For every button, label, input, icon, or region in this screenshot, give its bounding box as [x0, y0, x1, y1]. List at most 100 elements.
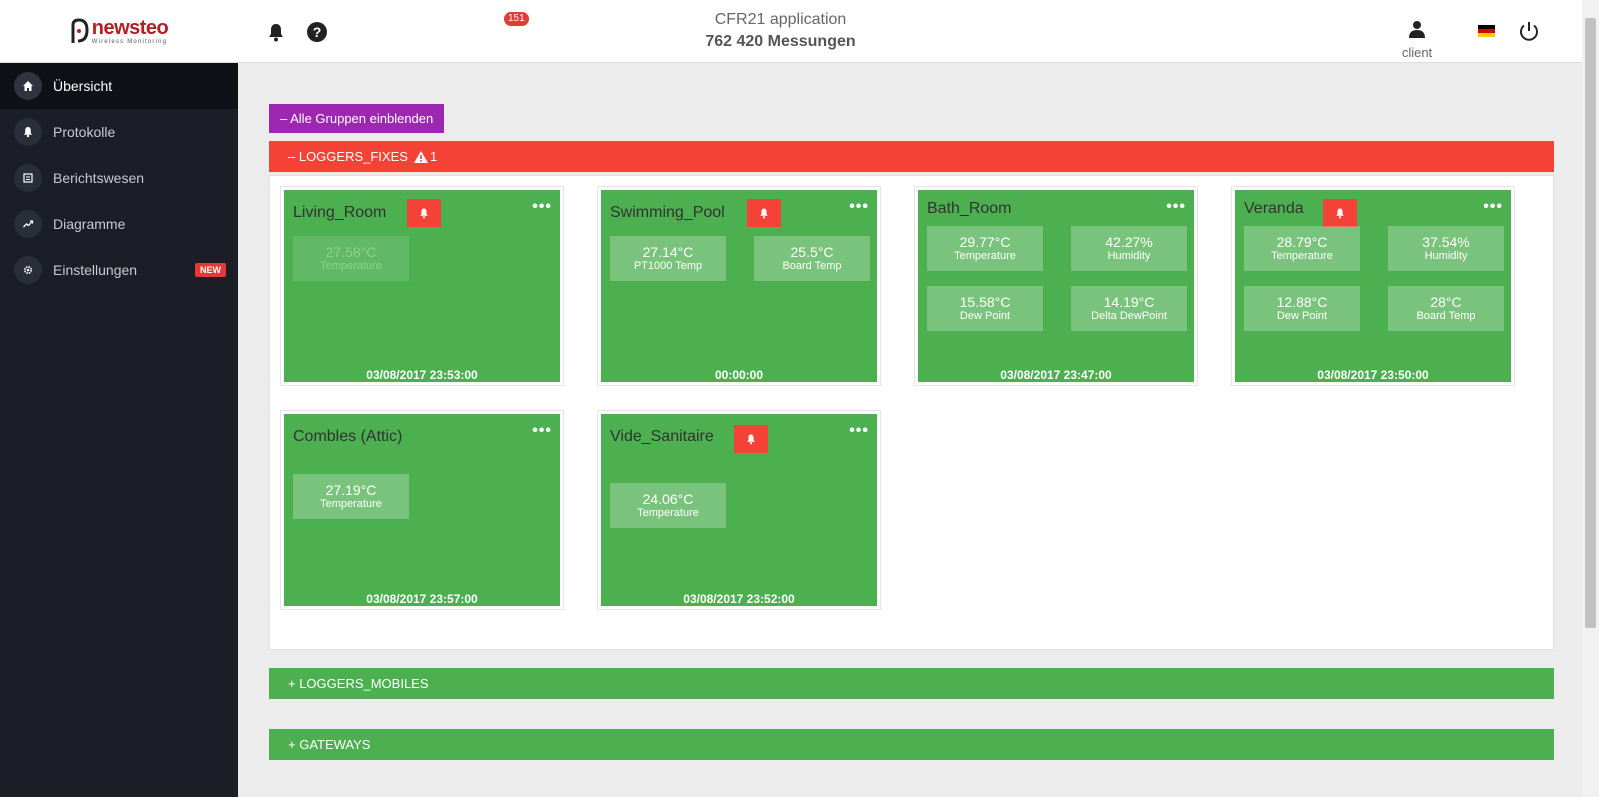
gear-icon	[14, 256, 42, 284]
notifications-bell-icon[interactable]	[266, 22, 286, 42]
logger-card[interactable]: Combles (Attic) ••• 27.19°C Temperature 03/0…	[280, 410, 564, 610]
language-flag-icon[interactable]	[1478, 25, 1495, 37]
sensor-value: 25.5°C	[790, 244, 834, 260]
sidebar-item-diagramme[interactable]: Diagramme	[0, 201, 238, 247]
card-menu-button[interactable]: •••	[1483, 198, 1503, 215]
logger-card-body: Combles (Attic) ••• 27.19°C Temperature 03/0…	[284, 414, 560, 606]
logo-name: newsteo	[91, 17, 169, 39]
logo-area: newsteo Wireless Monitoring	[0, 0, 238, 63]
logger-card-body: Living_Room ••• 27.58°C Temperature 03/08/20…	[284, 190, 560, 382]
sensor-value: 12.88°C	[1276, 294, 1328, 310]
sidebar-item-protokolle[interactable]: Protokolle	[0, 109, 238, 155]
sensor-value: 29.77°C	[959, 234, 1011, 250]
sidebar-item-label: Diagramme	[53, 216, 126, 232]
card-menu-button[interactable]: •••	[849, 422, 869, 439]
logger-card[interactable]: Swimming_Pool ••• 27.14°C PT1000 Temp 25.5°C…	[597, 186, 881, 386]
sensor-value: 28.79°C	[1276, 234, 1328, 250]
alarm-bell-icon	[1336, 208, 1344, 218]
sensor-tile[interactable]: 42.27% Humidity	[1071, 226, 1187, 271]
sensor-tile[interactable]: 12.88°C Dew Point	[1244, 286, 1360, 331]
logout-power-icon[interactable]	[1518, 20, 1540, 42]
sidebar-item-label: Protokolle	[53, 124, 116, 140]
sidebar-item-berichtswesen[interactable]: Berichtswesen	[0, 155, 238, 201]
sensor-value: 15.58°C	[959, 294, 1011, 310]
alarm-bell-button[interactable]	[407, 199, 441, 227]
alarm-bell-icon	[760, 208, 768, 218]
logger-name: Bath_Room	[927, 200, 1012, 217]
group-header-gateways[interactable]: + GATEWAYS	[269, 729, 1554, 760]
sensor-value: 27.14°C	[642, 244, 694, 260]
sidebar-item-label: Übersicht	[53, 78, 113, 94]
sensor-tile[interactable]: 15.58°C Dew Point	[927, 286, 1043, 331]
logger-card[interactable]: Living_Room ••• 27.58°C Temperature 03/08/20…	[280, 186, 564, 386]
logger-card[interactable]: Vide_Sanitaire ••• 24.06°C Temperature 03/08…	[597, 410, 881, 610]
sensor-tile[interactable]: 27.58°C Temperature	[293, 236, 409, 281]
scrollbar-thumb[interactable]	[1585, 18, 1596, 628]
home-icon	[14, 72, 42, 100]
measurement-count: 762 420 Messungen	[705, 33, 856, 50]
last-reading-time: 03/08/2017 23:52:00	[683, 592, 795, 606]
logo-mark-icon	[71, 18, 89, 43]
alarm-bell-button[interactable]	[747, 199, 781, 227]
group-header-loggers-fixes[interactable]: – LOGGERS_FIXES 1	[269, 141, 1554, 172]
last-reading-time: 03/08/2017 23:47:00	[1000, 368, 1112, 382]
card-menu-button[interactable]: •••	[849, 198, 869, 215]
sensor-tile[interactable]: 29.77°C Temperature	[927, 226, 1043, 271]
last-reading-time: 00:00:00	[714, 368, 764, 382]
logo-tagline: Wireless Monitoring	[91, 39, 168, 45]
sensor-label: Temperature	[320, 498, 382, 510]
scrollbar[interactable]	[1582, 0, 1599, 797]
svg-text:?: ?	[313, 24, 322, 40]
help-icon[interactable]: ?	[306, 21, 328, 43]
card-menu-button[interactable]: •••	[532, 198, 552, 215]
sensor-value: 42.27%	[1105, 234, 1153, 250]
sensor-label: Temperature	[320, 260, 382, 272]
group-header-loggers-mobiles[interactable]: + LOGGERS_MOBILES	[269, 668, 1554, 699]
sensor-label: Board Temp	[1416, 310, 1476, 322]
sidebar-item-label: Einstellungen	[53, 262, 138, 278]
sensor-label: Delta DewPoint	[1091, 310, 1167, 322]
newsteo-logo[interactable]: newsteo Wireless Monitoring	[70, 17, 169, 45]
sidebar-item-übersicht[interactable]: Übersicht	[0, 63, 238, 109]
sensor-value: 27.19°C	[325, 482, 377, 498]
group-label: – LOGGERS_FIXES	[288, 149, 408, 164]
logger-card-body: Swimming_Pool ••• 27.14°C PT1000 Temp 25.5°C…	[601, 190, 877, 382]
sensor-label: Dew Point	[1276, 310, 1328, 322]
card-menu-button[interactable]: •••	[532, 422, 552, 439]
notification-count-badge: 151	[504, 12, 529, 26]
alarm-bell-button[interactable]	[1323, 199, 1357, 227]
sensor-value: 28°C	[1430, 294, 1462, 310]
logger-name: Swimming_Pool	[610, 204, 725, 221]
logger-card-body: Veranda ••• 28.79°C Temperature 37.54% Humidi…	[1235, 190, 1511, 382]
sensor-tile[interactable]: 28°C Board Temp	[1388, 286, 1504, 331]
user-menu[interactable]: client	[1399, 20, 1435, 60]
logger-card[interactable]: Veranda ••• 28.79°C Temperature 37.54% Humidi…	[1231, 186, 1515, 386]
sidebar-item-label: Berichtswesen	[53, 170, 145, 186]
logger-name: Living_Room	[293, 204, 387, 221]
warning-icon	[413, 150, 428, 163]
sensor-label: Humidity	[1424, 250, 1468, 262]
sensor-label: Temperature	[954, 250, 1016, 262]
sensor-label: Board Temp	[782, 260, 842, 272]
alarm-bell-button[interactable]	[734, 425, 768, 453]
sensor-value: 37.54%	[1422, 234, 1470, 250]
logger-card-body: Vide_Sanitaire ••• 24.06°C Temperature 03/08…	[601, 414, 877, 606]
app-title: CFR21 application	[714, 11, 847, 28]
show-all-groups-button[interactable]: – Alle Gruppen einblenden	[269, 104, 445, 133]
logger-card[interactable]: Bath_Room ••• 29.77°C Temperature 42.27% Humi…	[914, 186, 1198, 386]
card-menu-button[interactable]: •••	[1166, 198, 1186, 215]
sensor-tile[interactable]: 24.06°C Temperature	[610, 483, 726, 528]
chart-icon	[14, 210, 42, 238]
bell-icon	[14, 118, 42, 146]
sensor-label: Humidity	[1107, 250, 1151, 262]
new-badge: NEW	[195, 263, 226, 277]
sensor-tile[interactable]: 28.79°C Temperature	[1244, 226, 1360, 271]
logger-card-body: Bath_Room ••• 29.77°C Temperature 42.27% Humi…	[918, 190, 1194, 382]
sensor-tile[interactable]: 27.19°C Temperature	[293, 474, 409, 519]
sidebar-item-einstellungen[interactable]: Einstellungen NEW	[0, 247, 238, 293]
user-icon	[1409, 21, 1425, 38]
sensor-tile[interactable]: 37.54% Humidity	[1388, 226, 1504, 271]
sensor-tile[interactable]: 25.5°C Board Temp	[754, 236, 870, 281]
sensor-tile[interactable]: 14.19°C Delta DewPoint	[1071, 286, 1187, 331]
sensor-tile[interactable]: 27.14°C PT1000 Temp	[610, 236, 726, 281]
